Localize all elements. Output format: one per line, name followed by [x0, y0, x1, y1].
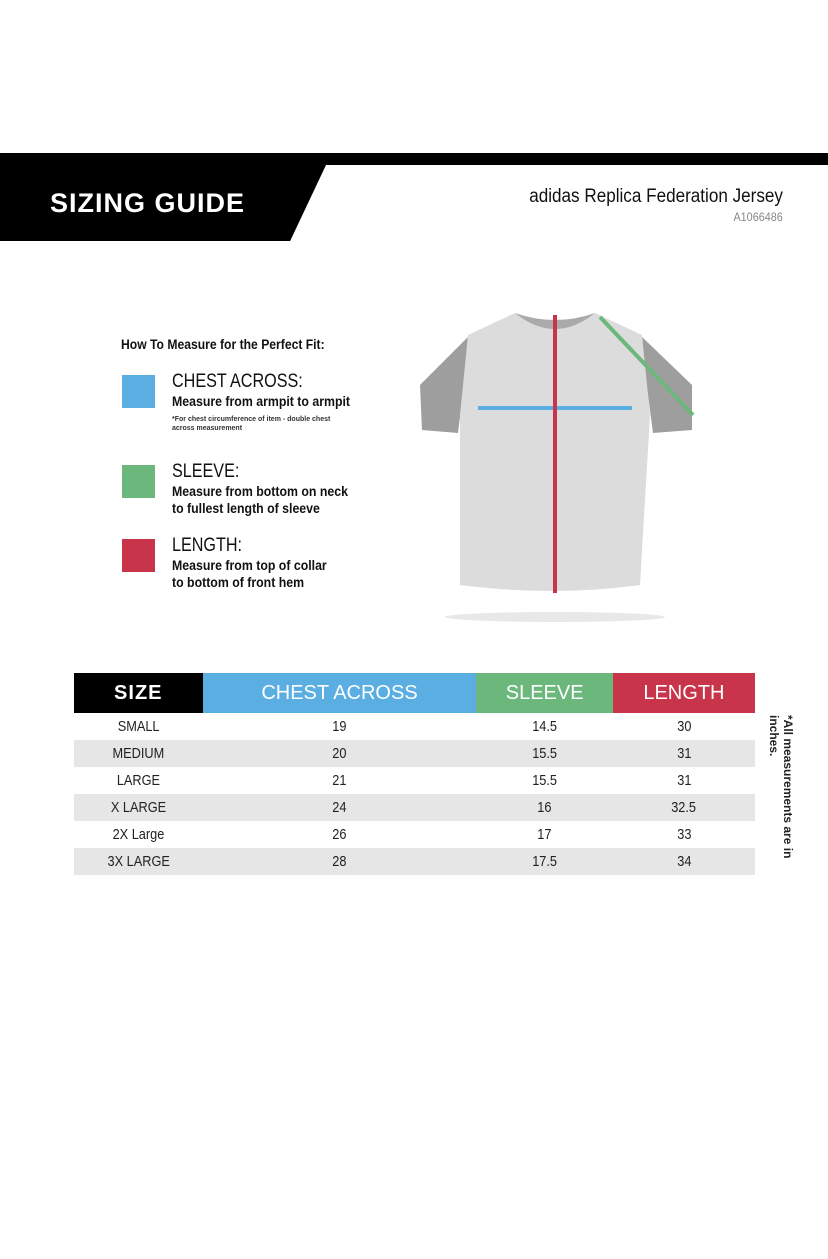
- table-cell: 2X Large: [74, 821, 203, 848]
- sleeve-line: [598, 315, 695, 417]
- legend-desc: to fullest length of sleeve: [172, 500, 320, 516]
- table-row: X LARGE 24 16 32.5: [74, 794, 755, 821]
- howto-heading: How To Measure for the Perfect Fit:: [121, 337, 325, 352]
- table-cell: X LARGE: [74, 794, 203, 821]
- table-cell: 19: [203, 713, 477, 740]
- size-table: SIZE CHEST ACROSS SLEEVE LENGTH SMALL 19 1…: [74, 673, 755, 875]
- cell-value: 17.5: [532, 853, 558, 870]
- table-cell: 14.5: [476, 713, 612, 740]
- measurement-note: *All measurements are in inches.: [767, 715, 795, 859]
- legend-title: LENGTH:: [172, 535, 243, 556]
- table-cell: 34: [612, 848, 755, 875]
- product-sku: A1066486: [733, 210, 783, 224]
- table-row: 3X LARGE 28 17.5 34: [74, 848, 755, 875]
- cell-value: 16: [537, 799, 552, 816]
- cell-value: 31: [676, 772, 691, 789]
- cell-value: X LARGE: [110, 799, 166, 816]
- page-title: SIZING GUIDE: [50, 188, 246, 218]
- left-sleeve: [420, 335, 470, 433]
- table-cell: 20: [202, 740, 477, 767]
- table-cell: MEDIUM: [74, 740, 203, 767]
- tshirt-diagram: [420, 313, 695, 622]
- cell-value: 17: [537, 826, 552, 843]
- cell-value: 32.5: [671, 799, 697, 816]
- cell-value: 28: [332, 853, 347, 870]
- header-banner: [0, 165, 326, 241]
- cell-value: 24: [332, 799, 347, 816]
- product-name: adidas Replica Federation Jersey: [529, 186, 783, 207]
- table-cell: 30: [613, 713, 755, 740]
- cell-value: 31: [676, 745, 691, 762]
- header-sleeve: SLEEVE: [476, 673, 613, 713]
- legend-desc: to bottom of front hem: [172, 574, 305, 590]
- legend-note: across measurement: [172, 425, 243, 432]
- table-cell: 24: [202, 794, 477, 821]
- cell-value: 26: [332, 826, 347, 843]
- cell-value: SMALL: [117, 718, 160, 735]
- table-cell: 17.5: [476, 848, 613, 875]
- legend-title: CHEST ACROSS:: [172, 371, 303, 392]
- table-cell: 31: [612, 740, 755, 767]
- table-row: MEDIUM 20 15.5 31: [74, 740, 755, 767]
- cell-value: 20: [332, 745, 347, 762]
- cell-value: 21: [332, 772, 347, 789]
- cell-value: 2X Large: [112, 826, 165, 843]
- table-cell: 31: [613, 767, 755, 794]
- cell-value: 3X LARGE: [107, 853, 170, 870]
- table-cell: 21: [203, 767, 477, 794]
- table-row: LARGE 21 15.5 31: [74, 767, 755, 794]
- cell-value: 30: [676, 718, 691, 735]
- legend-title: SLEEVE:: [172, 461, 240, 482]
- cell-value: LARGE: [116, 772, 160, 789]
- table-cell: 32.5: [612, 794, 755, 821]
- length-swatch: [122, 539, 155, 572]
- legend-desc: Measure from bottom on neck: [172, 483, 348, 499]
- table-cell: SMALL: [74, 713, 203, 740]
- cell-value: 15.5: [532, 745, 558, 762]
- table-cell: 33: [613, 821, 755, 848]
- table-cell: LARGE: [74, 767, 203, 794]
- header-size: SIZE: [74, 673, 203, 713]
- table-cell: 16: [476, 794, 613, 821]
- table-cell: 26: [203, 821, 477, 848]
- header-length: LENGTH: [612, 673, 755, 713]
- cell-value: 19: [332, 718, 347, 735]
- table-cell: 28: [202, 848, 477, 875]
- sleeve-swatch: [122, 465, 155, 498]
- cell-value: 15.5: [532, 772, 558, 789]
- table-cell: 15.5: [476, 767, 612, 794]
- legend-desc: Measure from top of collar: [172, 557, 327, 573]
- chest-swatch: [122, 375, 155, 408]
- legend-note: *For chest circumference of item - doubl…: [172, 416, 331, 423]
- cell-value: MEDIUM: [112, 745, 165, 762]
- cell-value: 14.5: [532, 718, 558, 735]
- legend-desc: Measure from armpit to armpit: [172, 393, 350, 409]
- top-bar: [0, 153, 828, 165]
- table-row: 2X Large 26 17 33: [74, 821, 755, 848]
- table-cell: 3X LARGE: [74, 848, 203, 875]
- table-cell: 15.5: [476, 740, 613, 767]
- table-cell: 17: [476, 821, 612, 848]
- header-chest: CHEST ACROSS: [202, 673, 477, 713]
- table-row: SMALL 19 14.5 30: [74, 713, 755, 740]
- cell-value: 34: [676, 853, 691, 870]
- cell-value: 33: [676, 826, 691, 843]
